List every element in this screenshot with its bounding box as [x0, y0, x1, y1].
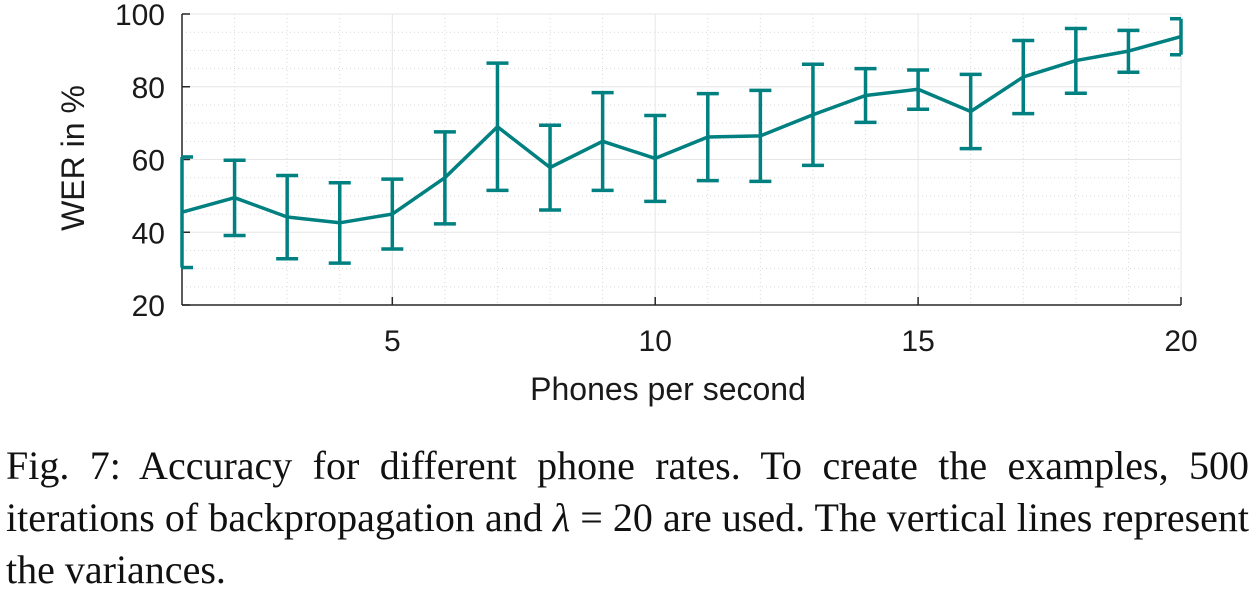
y-ticks: 20 40 60 80 100 [115, 0, 190, 323]
caption-middle: iterations of backpropagation and [6, 495, 553, 540]
error-bars [180, 16, 1183, 270]
x-tick-label: 10 [639, 325, 672, 358]
y-tick-label: 80 [132, 72, 165, 105]
y-tick-label: 20 [132, 290, 165, 323]
caption-prefix: Fig. 7: Accuracy for different phone rat… [6, 443, 1189, 488]
caption-iterations: 500 [1189, 443, 1249, 488]
wer-chart: 5 10 15 20 20 40 60 80 100 Phones per second WE… [55, 0, 1198, 407]
x-axis-title: Phones per second [530, 371, 806, 407]
x-ticks: 5 10 15 20 [384, 297, 1198, 358]
series-layer [181, 34, 1182, 225]
caption-suffix: are used. The vertical lines represent t… [6, 495, 1249, 592]
x-tick-label: 5 [384, 325, 401, 358]
caption-lambda-value: 20 [612, 495, 653, 540]
y-axis-title: WER in % [55, 85, 91, 231]
x-tick-label: 15 [901, 325, 934, 358]
major-grid [182, 13, 1182, 306]
caption-lambda-symbol: λ [552, 495, 571, 540]
x-tick-label: 20 [1164, 325, 1197, 358]
figure-caption: Fig. 7: Accuracy for different phone rat… [6, 440, 1249, 596]
caption-lambda-eq: = [570, 495, 613, 540]
y-tick-label: 100 [115, 0, 165, 32]
y-tick-label: 40 [132, 217, 165, 250]
series-line [181, 34, 1182, 225]
y-tick-label: 60 [132, 145, 165, 178]
